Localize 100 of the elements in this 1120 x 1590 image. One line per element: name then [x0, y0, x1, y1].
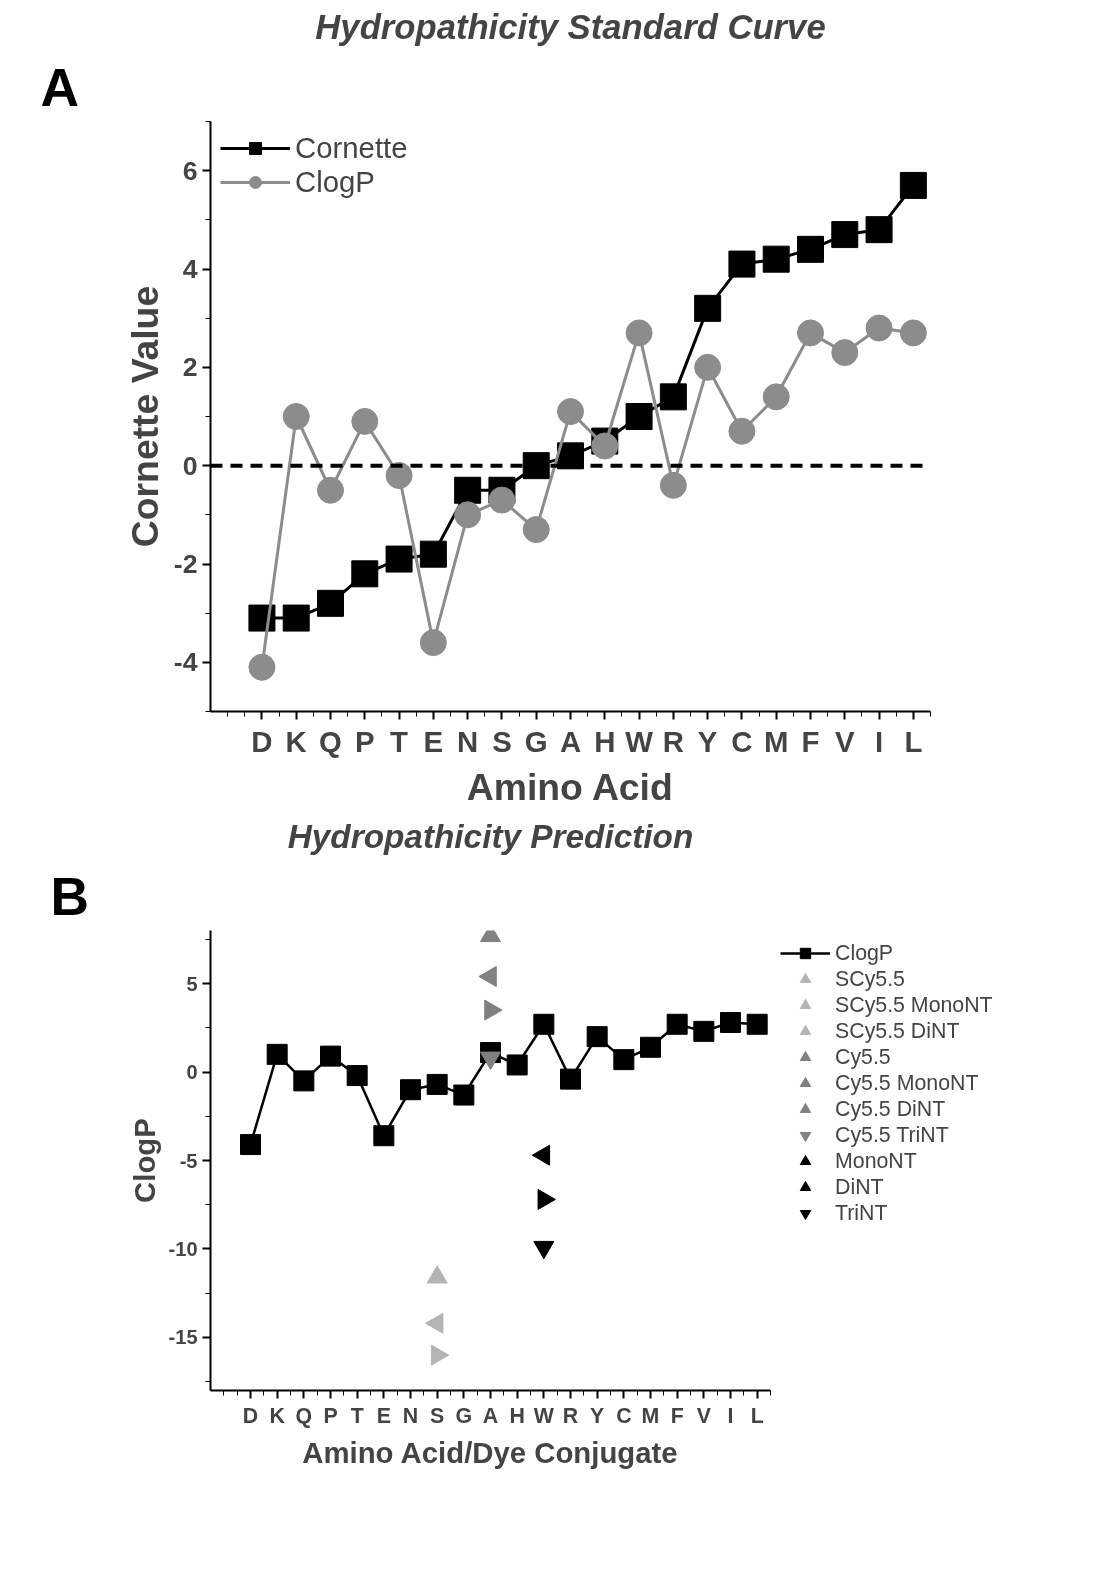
legend-label: Cy5.5	[835, 1044, 891, 1070]
x-tick-label: S	[430, 1403, 445, 1428]
point	[385, 462, 413, 489]
point	[282, 604, 310, 632]
point	[720, 1012, 741, 1033]
legend-label: SCy5.5 DiNT	[835, 1018, 960, 1044]
y-tick-label: -10	[168, 1237, 198, 1260]
x-tick-label: G	[455, 1403, 473, 1428]
point	[694, 294, 722, 322]
y-tick-label: 0	[182, 450, 198, 481]
x-tick-label: N	[402, 1403, 419, 1428]
point	[248, 653, 276, 681]
x-tick-label: L	[904, 724, 923, 758]
x-tick-label: C	[731, 724, 753, 758]
point	[693, 1020, 715, 1042]
y-tick-label: -2	[173, 549, 198, 579]
x-tick-label: I	[727, 1403, 734, 1428]
legend-label: Cy5.5 DiNT	[835, 1096, 946, 1122]
y-tick-label: 2	[182, 352, 198, 383]
legend-label: TriNT	[835, 1200, 888, 1226]
x-tick-label: S	[492, 724, 512, 758]
point	[865, 314, 893, 342]
x-tick-label: P	[323, 1403, 338, 1428]
x-tick-label: M	[764, 724, 789, 758]
point	[240, 1134, 261, 1156]
point	[533, 1013, 555, 1035]
point	[797, 319, 824, 347]
point	[694, 353, 722, 381]
legend-label: Cy5.5 TriNT	[835, 1122, 949, 1148]
x-tick-label: C	[616, 1403, 632, 1428]
x-tick-label: F	[670, 1403, 684, 1428]
point	[317, 589, 344, 617]
point	[666, 1013, 688, 1035]
legend-label: SCy5.5	[835, 966, 905, 992]
x-tick-label: F	[801, 724, 820, 758]
x-tick-label: K	[285, 724, 307, 758]
point	[728, 250, 756, 278]
x-tick-label: I	[875, 724, 884, 758]
point	[346, 1065, 368, 1087]
point	[625, 319, 653, 347]
x-axis-title: Amino Acid	[466, 765, 673, 808]
point	[640, 1036, 661, 1058]
y-axis-title: Cornette Value	[123, 285, 166, 548]
x-tick-label: W	[533, 1403, 555, 1428]
chart-title: Hydropathicity Prediction	[287, 817, 694, 855]
point	[453, 1084, 475, 1106]
x-tick-label: Y	[697, 724, 718, 758]
point	[659, 471, 687, 499]
x-tick-label: D	[251, 724, 273, 758]
legend-label: Cornette	[295, 131, 408, 165]
point	[728, 417, 756, 445]
y-tick-label: 5	[186, 972, 198, 995]
x-tick-label: K	[269, 1403, 286, 1428]
x-tick-label: L	[750, 1403, 764, 1428]
point	[373, 1125, 395, 1147]
x-tick-label: H	[509, 1403, 525, 1428]
x-tick-label: M	[641, 1403, 660, 1428]
point	[419, 540, 447, 568]
x-tick-label: Q	[319, 724, 342, 758]
legend-label: SCy5.5 MonoNT	[835, 992, 993, 1018]
point	[899, 319, 927, 347]
y-tick-label: 6	[182, 155, 198, 186]
x-tick-label: N	[457, 724, 479, 758]
point	[266, 1043, 288, 1065]
point	[899, 171, 927, 199]
x-tick-label: G	[524, 724, 548, 758]
point	[762, 383, 790, 411]
x-tick-label: R	[562, 1403, 579, 1428]
x-tick-label: Y	[590, 1403, 605, 1428]
y-tick-label: 0	[186, 1061, 198, 1084]
point	[320, 1045, 341, 1067]
point	[488, 486, 516, 514]
point	[385, 545, 413, 573]
point	[797, 235, 824, 263]
point	[293, 1070, 315, 1092]
point	[591, 432, 619, 460]
point	[625, 403, 653, 430]
x-tick-label: Q	[295, 1403, 313, 1428]
text: A	[40, 57, 80, 117]
point	[865, 216, 893, 244]
legend-label: ClogP	[835, 940, 894, 966]
point	[557, 398, 584, 426]
x-tick-label: E	[376, 1403, 391, 1428]
x-tick-label: V	[835, 724, 855, 758]
point	[831, 339, 859, 367]
point	[454, 476, 482, 504]
y-tick-label: 4	[182, 254, 198, 284]
point	[400, 1079, 421, 1101]
chart-title: Hydropathicity Standard Curve	[315, 7, 826, 46]
point	[351, 560, 379, 588]
point	[317, 476, 344, 504]
x-tick-label: H	[594, 724, 616, 758]
x-tick-label: P	[355, 724, 375, 758]
point	[522, 516, 550, 544]
y-tick-label: -5	[179, 1149, 198, 1172]
x-tick-label: W	[625, 724, 654, 758]
point	[506, 1054, 528, 1076]
x-tick-label: T	[350, 1403, 364, 1428]
x-tick-label: T	[390, 724, 409, 758]
x-tick-label: A	[482, 1403, 499, 1428]
